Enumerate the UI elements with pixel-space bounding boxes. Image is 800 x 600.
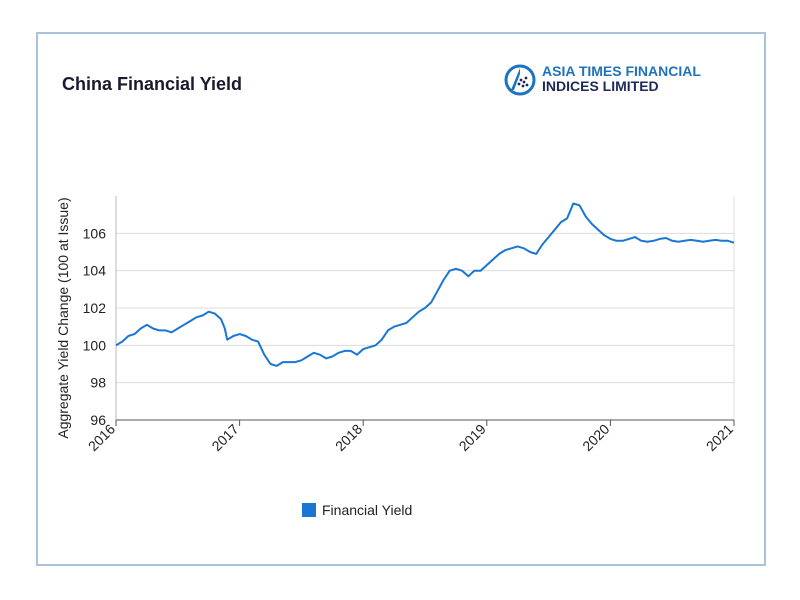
y-tick-label: 106 [83, 225, 107, 241]
logo-wordmark: ASIA TIMES FINANCIAL INDICES LIMITED [542, 64, 701, 94]
y-tick-label: 104 [83, 263, 107, 279]
x-tick-label: 2020 [579, 421, 612, 454]
x-tick-label: 2021 [703, 421, 736, 454]
globe-icon [504, 64, 536, 96]
company-logo: ASIA TIMES FINANCIAL INDICES LIMITED [504, 64, 744, 100]
series-line-financial-yield [115, 202, 735, 367]
legend-swatch [302, 503, 316, 517]
y-tick-label: 98 [90, 375, 106, 391]
y-axis-title: Aggregate Yield Change (100 at Issue) [55, 197, 71, 438]
legend-label: Financial Yield [322, 502, 413, 518]
y-tick-label: 102 [83, 300, 107, 316]
chart-title: China Financial Yield [62, 74, 243, 94]
x-tick-label: 2017 [208, 421, 241, 454]
logo-line-1: ASIA TIMES FINANCIAL [542, 63, 701, 79]
chart-frame: China Financial Yield ASIA TIMES FINANCI… [36, 32, 766, 566]
y-tick-label: 100 [83, 337, 107, 353]
logo-line-2: INDICES LIMITED [542, 78, 659, 94]
x-tick-label: 2018 [332, 421, 365, 454]
chart-legend: Financial Yield [302, 502, 412, 518]
x-tick-label: 2019 [456, 421, 489, 454]
y-tick-label: 96 [90, 412, 106, 428]
